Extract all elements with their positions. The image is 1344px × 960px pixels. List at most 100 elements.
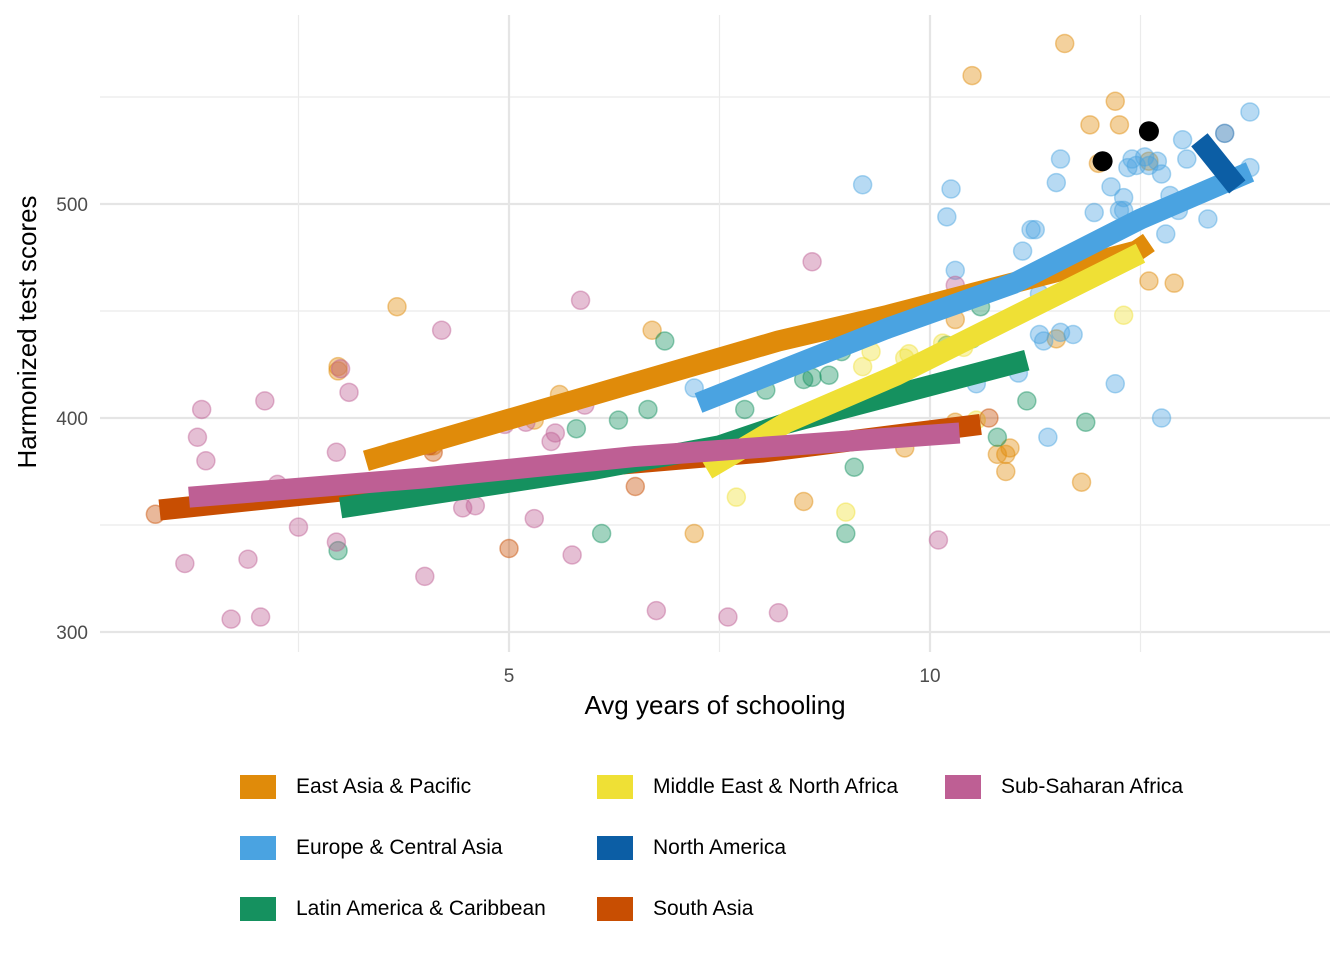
point-east-asia-pacific <box>1139 151 1159 171</box>
point-sub-saharan-africa <box>928 530 949 550</box>
point-east-asia-pacific <box>996 461 1016 482</box>
point-europe-central-asia <box>1240 102 1260 122</box>
point-latin-america-caribbean <box>591 523 612 544</box>
point-latin-america-caribbean <box>844 457 864 477</box>
point-east-asia-pacific <box>793 491 814 512</box>
y-tick-label: 500 <box>56 195 88 216</box>
point-middle-east-north-africa <box>836 502 856 522</box>
point-europe-central-asia <box>1151 164 1172 184</box>
legend-label: South Asia <box>653 897 754 920</box>
legend-label: North America <box>653 836 787 859</box>
point-europe-central-asia <box>1151 408 1172 428</box>
point-sub-saharan-africa <box>326 532 347 552</box>
legend-swatch <box>597 836 633 860</box>
legend-item-east-asia-pacific: East Asia & Pacific <box>240 770 471 804</box>
point-europe-central-asia <box>1118 157 1138 178</box>
point-europe-central-asia <box>1084 202 1104 223</box>
legend-item-north-america: North America <box>597 831 786 865</box>
trend-line-north-america <box>1191 133 1246 194</box>
point-sub-saharan-africa <box>326 442 347 462</box>
point-east-asia-pacific <box>1071 472 1092 492</box>
legend-item-south-asia: South Asia <box>597 892 753 926</box>
point-latin-america-caribbean <box>638 399 658 420</box>
point-sub-saharan-africa <box>288 517 309 537</box>
point-east-asia-pacific <box>1080 115 1100 135</box>
point-sub-saharan-africa <box>524 508 545 529</box>
legend-item-europe-central-asia: Europe & Central Asia <box>240 831 503 865</box>
point-sub-saharan-africa <box>238 549 258 569</box>
point-europe-central-asia <box>852 174 873 195</box>
point-europe-central-asia <box>1063 324 1083 345</box>
point-east-asia-pacific <box>987 444 1008 465</box>
point-europe-central-asia <box>1156 224 1176 244</box>
point-europe-central-asia <box>1038 427 1058 448</box>
point-east-asia-pacific <box>328 356 348 377</box>
point-east-asia-pacific <box>1139 271 1159 291</box>
legend: East Asia & Pacific Europe & Central Asi… <box>240 770 1240 940</box>
point-europe-central-asia <box>1147 151 1168 171</box>
point-europe-central-asia <box>1177 149 1197 169</box>
legend-label: Middle East & North Africa <box>653 775 899 798</box>
point-europe-central-asia <box>1122 149 1142 169</box>
highlight-points <box>1092 121 1159 172</box>
point-east-asia-pacific <box>1105 91 1125 112</box>
point-latin-america-caribbean <box>819 365 839 385</box>
point-europe-central-asia <box>1012 241 1033 261</box>
legend-swatch <box>597 897 633 921</box>
legend-label: Latin America & Caribbean <box>296 897 546 920</box>
legend-label: Sub-Saharan Africa <box>1001 775 1184 798</box>
point-europe-central-asia <box>1113 187 1134 208</box>
point-sub-saharan-africa <box>768 602 789 623</box>
point-sub-saharan-africa <box>718 607 738 627</box>
point-europe-central-asia <box>1050 149 1071 169</box>
point-sub-saharan-africa <box>646 600 667 621</box>
point-south-asia <box>979 408 999 428</box>
point-europe-central-asia <box>1134 147 1155 167</box>
legend-label: Europe & Central Asia <box>296 836 503 859</box>
x-tick-label: 5 <box>504 666 515 687</box>
point-east-asia-pacific <box>684 523 704 544</box>
point-europe-central-asia <box>1025 219 1045 240</box>
trend-line-east-asia-pacific <box>362 233 1155 471</box>
point-latin-america-caribbean <box>608 410 629 430</box>
point-south-asia <box>499 538 519 559</box>
point-europe-central-asia <box>1139 155 1159 176</box>
point-east-asia-pacific <box>1109 115 1130 135</box>
point-sub-saharan-africa <box>187 427 208 448</box>
point-sub-saharan-africa <box>196 451 216 471</box>
point-east-asia-pacific <box>642 320 662 341</box>
point-europe-central-asia <box>1101 177 1121 197</box>
point-middle-east-north-africa <box>852 356 873 377</box>
point-sub-saharan-africa <box>255 391 275 411</box>
point-latin-america-caribbean <box>836 523 856 544</box>
point-europe-central-asia <box>1050 322 1071 343</box>
point-east-asia-pacific <box>1000 438 1020 458</box>
y-axis-ticks: 300 400 500 <box>56 195 88 644</box>
point-europe-central-asia <box>1021 219 1041 240</box>
point-latin-america-caribbean <box>328 540 348 561</box>
legend-item-latin-america-caribbean: Latin America & Caribbean <box>240 892 546 926</box>
point-latin-america-caribbean <box>1017 391 1037 411</box>
trend-line-sub-saharan-africa <box>188 422 961 508</box>
point-latin-america-caribbean <box>1076 412 1096 433</box>
point-east-asia-pacific <box>328 361 348 381</box>
y-axis-title: Harmonized test scores <box>12 195 42 468</box>
point-sub-saharan-africa <box>330 359 351 379</box>
point-europe-central-asia <box>1105 374 1125 394</box>
point-europe-central-asia <box>1046 172 1067 193</box>
point-europe-central-asia <box>1172 130 1193 150</box>
legend-label: East Asia & Pacific <box>296 775 472 798</box>
point-sub-saharan-africa <box>562 545 582 565</box>
point-europe-central-asia <box>1029 324 1050 345</box>
point-sub-saharan-africa <box>545 423 566 443</box>
point-sub-saharan-africa <box>570 290 591 311</box>
highlight-point <box>1092 151 1113 172</box>
legend-item-middle-east-north-africa: Middle East & North Africa <box>597 770 898 804</box>
point-europe-central-asia <box>945 260 966 281</box>
x-axis-title: Avg years of schooling <box>584 690 845 720</box>
point-middle-east-north-africa <box>1113 305 1134 326</box>
point-sub-saharan-africa <box>339 382 359 403</box>
point-east-asia-pacific <box>1046 329 1067 349</box>
point-east-asia-pacific <box>1054 33 1075 54</box>
